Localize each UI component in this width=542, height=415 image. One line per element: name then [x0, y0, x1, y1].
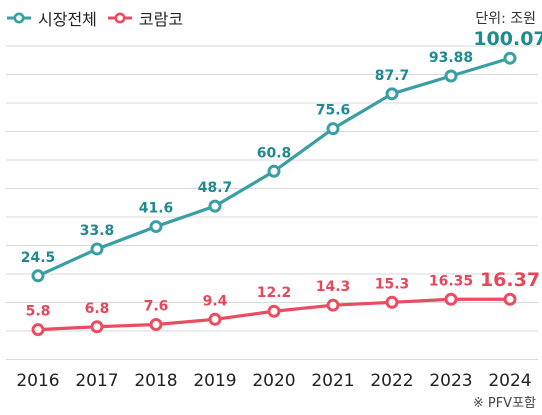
data-point	[267, 164, 281, 178]
x-tick-label: 2018	[134, 371, 177, 391]
data-label: 5.8	[26, 304, 51, 320]
data-label: 6.8	[85, 301, 110, 317]
data-label: 100.07	[473, 28, 542, 50]
x-tick-label: 2019	[193, 371, 236, 391]
data-point	[149, 220, 163, 234]
x-tick-label: 2016	[16, 371, 59, 391]
unit-label: 단위: 조원	[475, 11, 536, 27]
data-point	[385, 295, 399, 309]
x-tick-label: 2020	[252, 371, 295, 391]
data-label: 33.8	[80, 223, 115, 239]
data-point	[503, 292, 517, 306]
legend-marker-series1	[107, 12, 132, 24]
data-label: 15.3	[375, 276, 410, 292]
footnote: ※ PFV포함	[472, 396, 536, 411]
data-point	[208, 199, 222, 213]
x-tick-label: 2017	[75, 371, 118, 391]
data-point	[326, 298, 340, 312]
data-point	[90, 320, 104, 334]
data-point	[444, 292, 458, 306]
legend-item-series1: 코람코	[107, 6, 183, 30]
data-label: 24.5	[21, 250, 56, 266]
data-label: 16.35	[429, 273, 473, 289]
data-label: 7.6	[144, 298, 169, 314]
legend-label-series0: 시장전체	[38, 10, 97, 29]
legend-item-series0: 시장전체	[6, 6, 97, 30]
data-label: 60.8	[257, 145, 292, 161]
data-point	[326, 122, 340, 136]
data-point	[503, 51, 517, 65]
x-tick-label: 2023	[429, 371, 472, 391]
x-tick-label: 2021	[311, 371, 354, 391]
data-point	[385, 87, 399, 101]
x-tick-label: 2022	[370, 371, 413, 391]
data-label: 93.88	[429, 50, 473, 66]
legend-marker-series0	[7, 12, 31, 24]
data-label: 87.7	[375, 68, 410, 84]
data-point	[90, 242, 104, 256]
data-label: 12.2	[257, 285, 292, 301]
data-point	[31, 269, 45, 283]
data-point	[444, 69, 458, 83]
chart-legend: 시장전체 코람코	[6, 6, 183, 30]
data-label: 75.6	[316, 103, 351, 119]
data-point	[208, 312, 222, 326]
data-label: 14.3	[316, 279, 351, 295]
data-point	[267, 304, 281, 318]
data-label: 48.7	[198, 180, 233, 196]
data-label: 16.37	[480, 269, 540, 291]
legend-label-series1: 코람코	[138, 10, 184, 29]
data-label: 9.4	[203, 293, 228, 309]
x-tick-label: 2024	[488, 371, 531, 391]
data-label: 41.6	[139, 201, 174, 217]
data-point	[31, 323, 45, 337]
data-point	[149, 317, 163, 331]
